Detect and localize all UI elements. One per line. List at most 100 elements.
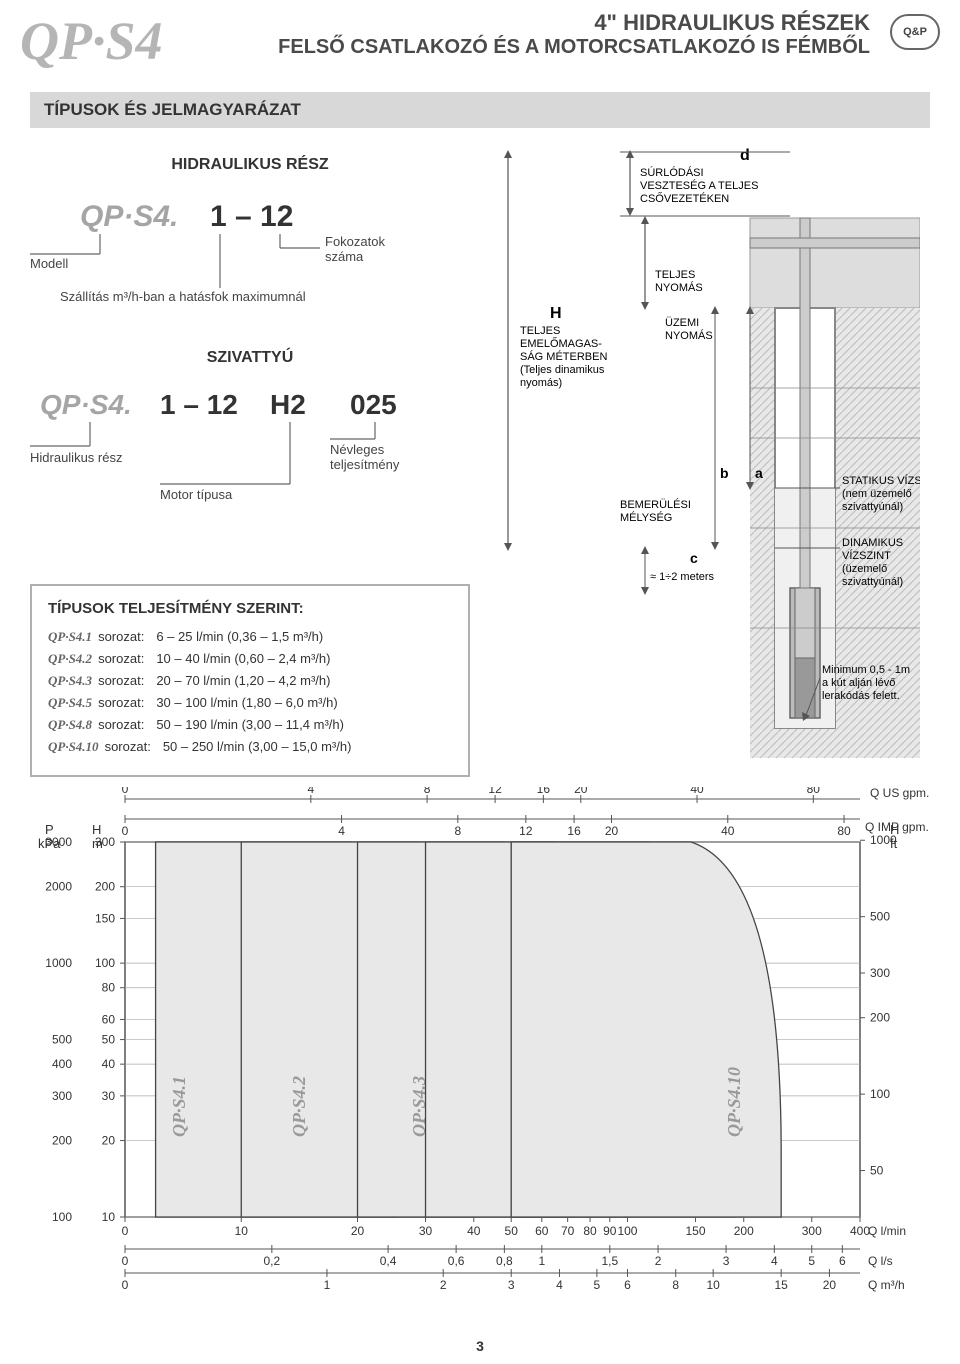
svg-text:20: 20: [574, 787, 588, 796]
svg-text:Q l/s: Q l/s: [868, 1254, 893, 1268]
svg-text:4: 4: [338, 824, 345, 838]
svg-text:H: H: [550, 305, 562, 322]
svg-text:3: 3: [723, 1254, 730, 1268]
pump-num-text: 1 – 12: [160, 389, 238, 420]
perf-range: 30 – 100 l/min (1,80 – 6,0 m³/h): [156, 695, 337, 710]
svg-text:Q US gpm.: Q US gpm.: [870, 787, 929, 800]
performance-section-box: TÍPUSOK TELJESÍTMÉNY SZERINT: QP·S4.1 so…: [30, 584, 470, 777]
model-annotation-diagram: QP·S4. 1 – 12 Modell Fokozatok száma Szá…: [30, 186, 460, 336]
svg-text:0,2: 0,2: [263, 1254, 280, 1268]
svg-text:(üzemelő: (üzemelő: [842, 563, 887, 575]
svg-text:8: 8: [672, 1278, 679, 1292]
svg-text:40: 40: [102, 1057, 116, 1071]
pump-subtitle: SZIVATTYÚ: [30, 349, 470, 367]
well-cross-section-diagram: d SÚRLÓDÁSI VESZTESÉG A TELJES CSŐVEZETÉ…: [490, 148, 920, 758]
svg-text:a: a: [755, 465, 763, 481]
svg-text:80: 80: [807, 787, 821, 796]
perf-row: QP·S4.5 sorozat: 30 – 100 l/min (1,80 – …: [48, 695, 452, 711]
svg-text:30: 30: [419, 1224, 433, 1238]
header-text-block: 4" HIDRAULIKUS RÉSZEK FELSŐ CSATLAKOZÓ É…: [183, 10, 870, 59]
svg-text:10: 10: [706, 1278, 720, 1292]
svg-text:40: 40: [690, 787, 704, 796]
hydraulic-subtitle: HIDRAULIKUS RÉSZ: [30, 156, 470, 174]
delivery-text: Szállítás m³/h-ban a hatásfok maximumnál: [60, 289, 306, 304]
svg-text:90: 90: [603, 1224, 617, 1238]
svg-text:VÍZSZINT: VÍZSZINT: [842, 549, 891, 562]
svg-text:300: 300: [802, 1224, 822, 1238]
svg-text:2: 2: [440, 1278, 447, 1292]
svg-text:30: 30: [102, 1089, 116, 1103]
svg-text:Q l/min: Q l/min: [868, 1224, 906, 1238]
svg-text:Minimum 0,5 - 1m: Minimum 0,5 - 1m: [822, 664, 910, 676]
brand-title: QP·S4: [20, 10, 163, 72]
svg-text:40: 40: [721, 824, 735, 838]
svg-text:16: 16: [567, 824, 581, 838]
svg-text:5: 5: [808, 1254, 815, 1268]
pump-annotation-diagram: QP·S4. 1 – 12 H2 025 Hidraulikus rész Mo…: [30, 379, 460, 539]
rated-power-2: teljesítmény: [330, 457, 400, 472]
model-code-text: QP·S4.: [80, 200, 178, 233]
types-section-title: TÍPUSOK ÉS JELMAGYARÁZAT: [30, 92, 930, 128]
pump-code-text: QP·S4.: [40, 389, 132, 420]
svg-text:szivattyúnál): szivattyúnál): [842, 576, 903, 588]
perf-row: QP·S4.8 sorozat: 50 – 190 l/min (3,00 – …: [48, 717, 452, 733]
perf-suffix: sorozat:: [98, 651, 144, 666]
stages-label-1: Fokozatok: [325, 234, 385, 249]
svg-text:TELJES: TELJES: [655, 269, 695, 281]
svg-text:12: 12: [519, 824, 533, 838]
svg-text:200: 200: [95, 880, 115, 894]
svg-text:15: 15: [774, 1278, 788, 1292]
perf-suffix: sorozat:: [105, 739, 151, 754]
svg-text:50: 50: [102, 1033, 116, 1047]
svg-text:4: 4: [556, 1278, 563, 1292]
svg-text:1: 1: [324, 1278, 331, 1292]
svg-text:60: 60: [102, 1012, 116, 1026]
svg-text:0: 0: [122, 1224, 129, 1238]
perf-model: QP·S4.8: [48, 717, 92, 733]
svg-text:60: 60: [535, 1224, 549, 1238]
svg-text:STATIKUS VÍZSZINT: STATIKUS VÍZSZINT: [842, 474, 920, 487]
svg-text:0: 0: [122, 787, 129, 796]
svg-text:0: 0: [122, 1254, 129, 1268]
perf-model: QP·S4.3: [48, 673, 92, 689]
svg-text:H: H: [92, 822, 101, 837]
svg-text:200: 200: [52, 1134, 72, 1148]
page-header: QP·S4 4" HIDRAULIKUS RÉSZEK FELSŐ CSATLA…: [0, 0, 960, 82]
svg-text:a kút alján lévő: a kút alján lévő: [822, 677, 895, 689]
svg-text:500: 500: [52, 1033, 72, 1047]
perf-model: QP·S4.10: [48, 739, 99, 755]
stages-label-2: száma: [325, 249, 364, 264]
svg-text:16: 16: [537, 787, 551, 796]
svg-text:6: 6: [624, 1278, 631, 1292]
svg-text:(nem üzemelő: (nem üzemelő: [842, 488, 912, 500]
svg-text:SÁG MÉTERBEN: SÁG MÉTERBEN: [520, 350, 607, 363]
svg-text:nyomás): nyomás): [520, 377, 562, 389]
svg-text:EMELŐMAGAS-: EMELŐMAGAS-: [520, 336, 602, 350]
svg-text:MÉLYSÉG: MÉLYSÉG: [620, 511, 672, 524]
perf-range: 6 – 25 l/min (0,36 – 1,5 m³/h): [156, 629, 323, 644]
perf-range: 50 – 250 l/min (3,00 – 15,0 m³/h): [163, 739, 352, 754]
svg-text:50: 50: [870, 1164, 884, 1178]
svg-text:8: 8: [454, 824, 461, 838]
perf-suffix: sorozat:: [98, 717, 144, 732]
pump-curve-chart: 0481216204080Q US gpm.0481216204080Q IMP…: [30, 787, 930, 1332]
svg-text:20: 20: [102, 1134, 116, 1148]
svg-text:80: 80: [837, 824, 851, 838]
main-content: TÍPUSOK ÉS JELMAGYARÁZAT HIDRAULIKUS RÉS…: [0, 92, 960, 1364]
header-line-1: 4" HIDRAULIKUS RÉSZEK: [183, 10, 870, 36]
svg-text:NYOMÁS: NYOMÁS: [655, 281, 703, 294]
svg-text:d: d: [740, 148, 750, 164]
svg-text:szivattyúnál): szivattyúnál): [842, 501, 903, 513]
svg-text:100: 100: [52, 1210, 72, 1224]
svg-text:80: 80: [102, 981, 116, 995]
perf-row: QP·S4.1 sorozat: 6 – 25 l/min (0,36 – 1,…: [48, 629, 452, 645]
svg-text:8: 8: [424, 787, 431, 796]
svg-text:500: 500: [870, 910, 890, 924]
brand-logo-icon: Q&P: [890, 14, 940, 50]
svg-text:1,5: 1,5: [601, 1254, 618, 1268]
left-column: HIDRAULIKUS RÉSZ QP·S4. 1 – 12 Modell Fo…: [30, 148, 470, 777]
hydraulic-part-label: Hidraulikus rész: [30, 450, 122, 465]
svg-text:m: m: [92, 836, 103, 851]
svg-text:100: 100: [617, 1224, 637, 1238]
page-number: 3: [30, 1338, 930, 1364]
